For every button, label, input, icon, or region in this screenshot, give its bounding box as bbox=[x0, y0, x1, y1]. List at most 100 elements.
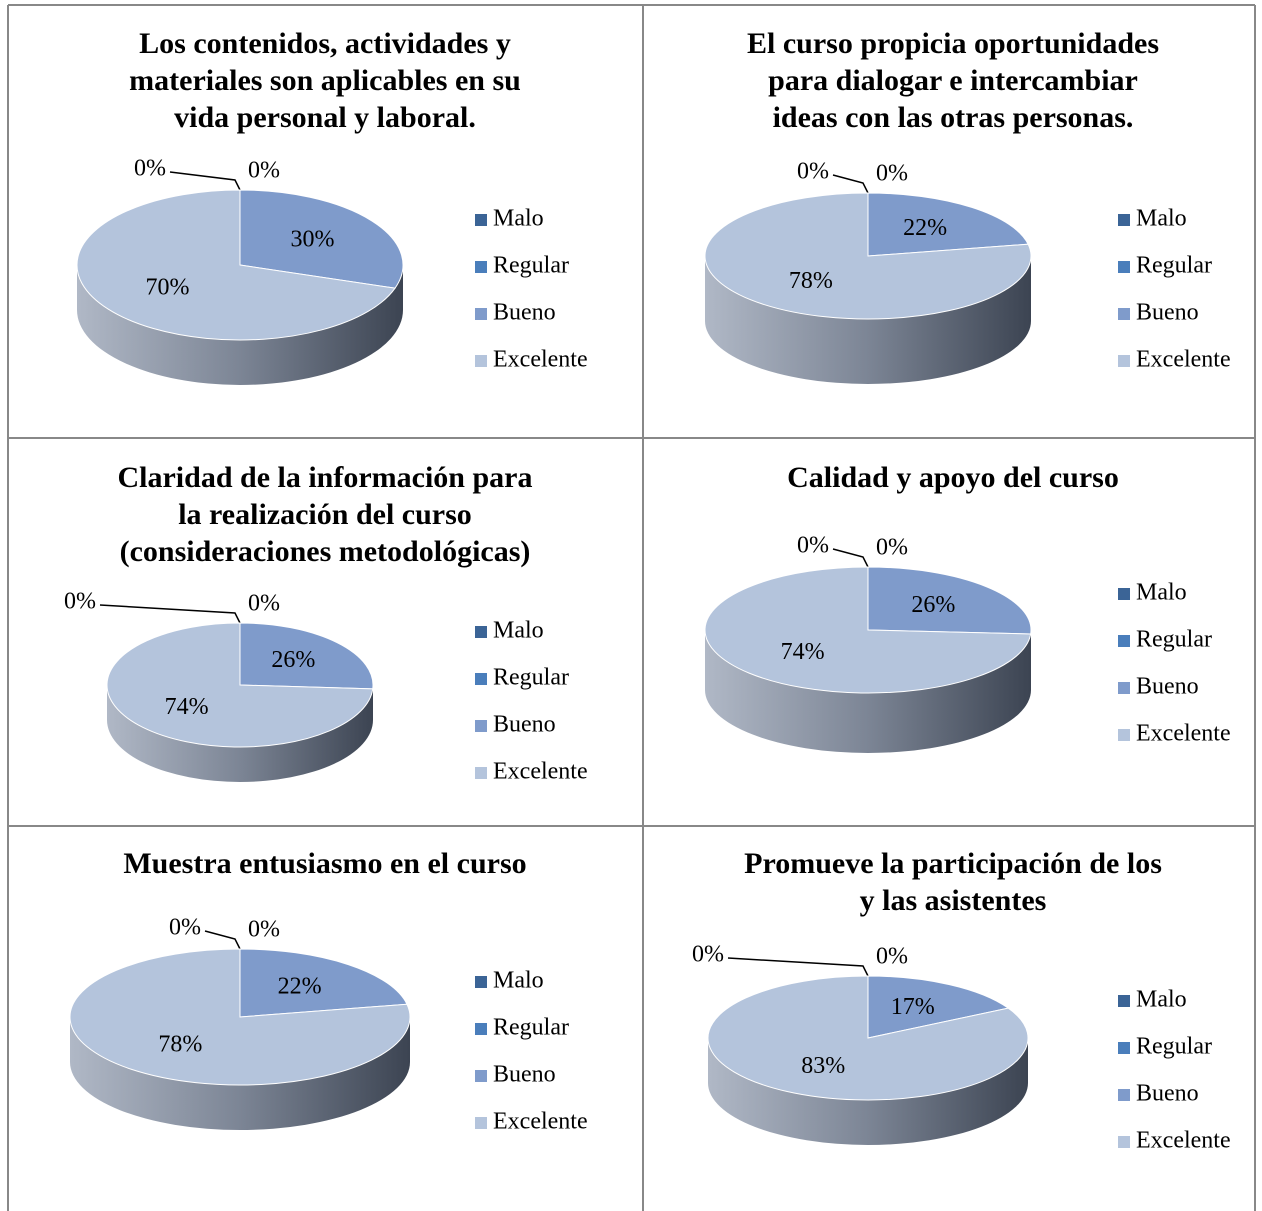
legend-label: Malo bbox=[493, 618, 544, 644]
data-label: 74% bbox=[165, 694, 209, 720]
legend-swatch bbox=[1118, 729, 1130, 741]
pie-slice bbox=[239, 948, 408, 1018]
pie-slice bbox=[704, 566, 1032, 694]
legend-label: Regular bbox=[1136, 627, 1212, 653]
chart-title: vida personal y laboral. bbox=[174, 101, 476, 134]
chart-title: materiales son aplicables en su bbox=[129, 64, 521, 97]
data-label: 0% bbox=[64, 589, 96, 615]
data-label: 0% bbox=[797, 533, 829, 559]
data-label: 0% bbox=[876, 535, 908, 561]
legend-swatch bbox=[1118, 1089, 1130, 1101]
pie-slice bbox=[76, 189, 396, 341]
data-label: 0% bbox=[248, 158, 280, 184]
data-label: 83% bbox=[801, 1053, 845, 1079]
data-label: 0% bbox=[248, 917, 280, 943]
legend-swatch bbox=[1118, 308, 1130, 320]
legend-swatch bbox=[475, 1117, 487, 1129]
data-label: 0% bbox=[876, 161, 908, 187]
data-label: 0% bbox=[134, 156, 166, 182]
data-label: 0% bbox=[876, 944, 908, 970]
legend-label: Malo bbox=[1136, 206, 1187, 232]
legend-swatch bbox=[475, 1023, 487, 1035]
legend-label: Bueno bbox=[493, 300, 556, 326]
chart-title: Calidad y apoyo del curso bbox=[787, 461, 1119, 494]
chart-title: (consideraciones metodológicas) bbox=[120, 535, 531, 568]
data-label: 30% bbox=[291, 226, 335, 252]
pie-side bbox=[708, 1038, 1028, 1145]
legend-swatch bbox=[1118, 635, 1130, 647]
data-label: 17% bbox=[891, 994, 935, 1020]
chart-title: El curso propicia oportunidades bbox=[747, 27, 1159, 60]
chart-title: la realización del curso bbox=[178, 498, 472, 531]
legend-swatch bbox=[475, 673, 487, 685]
legend-swatch bbox=[475, 261, 487, 273]
pie-side bbox=[705, 630, 1031, 753]
legend-swatch bbox=[475, 1070, 487, 1082]
data-label: 22% bbox=[278, 974, 322, 1000]
pie-side bbox=[107, 685, 373, 782]
pie-side bbox=[77, 265, 403, 385]
pie-side bbox=[70, 1017, 410, 1130]
pie-slice bbox=[867, 566, 1032, 635]
pie-slice bbox=[704, 192, 1032, 320]
data-label: 22% bbox=[903, 215, 947, 241]
leader-line bbox=[169, 171, 241, 191]
legend-swatch bbox=[475, 308, 487, 320]
chart-title: ideas con las otras personas. bbox=[773, 101, 1134, 134]
legend-swatch bbox=[1118, 214, 1130, 226]
legend-label: Malo bbox=[1136, 987, 1187, 1013]
data-label: 70% bbox=[145, 275, 189, 301]
legend-label: Bueno bbox=[493, 712, 556, 738]
legend-label: Excelente bbox=[493, 1109, 588, 1135]
legend-swatch bbox=[475, 720, 487, 732]
legend-swatch bbox=[1118, 261, 1130, 273]
pie-slice bbox=[867, 192, 1029, 257]
legend-swatch bbox=[475, 626, 487, 638]
data-label: 0% bbox=[692, 942, 724, 968]
pie-slice bbox=[69, 948, 411, 1086]
pie-slice bbox=[106, 622, 374, 748]
legend-swatch bbox=[475, 976, 487, 988]
pie-slice bbox=[867, 975, 1010, 1039]
legend-swatch bbox=[1118, 682, 1130, 694]
legend-swatch bbox=[475, 355, 487, 367]
data-label: 0% bbox=[169, 915, 201, 941]
chart-title: y las asistentes bbox=[860, 884, 1047, 917]
leader-line bbox=[832, 174, 869, 194]
data-label: 78% bbox=[789, 268, 833, 294]
legend-label: Regular bbox=[493, 665, 569, 691]
chart-title: para dialogar e intercambiar bbox=[768, 64, 1138, 97]
legend-label: Regular bbox=[1136, 253, 1212, 279]
legend-swatch bbox=[475, 767, 487, 779]
legend-label: Excelente bbox=[1136, 1128, 1231, 1154]
data-label: 74% bbox=[781, 639, 825, 665]
legend-label: Bueno bbox=[1136, 674, 1199, 700]
legend-label: Excelente bbox=[493, 759, 588, 785]
legend-label: Regular bbox=[493, 1015, 569, 1041]
legend-label: Regular bbox=[1136, 1034, 1212, 1060]
chart-title: Los contenidos, actividades y bbox=[139, 27, 511, 60]
pie-side bbox=[705, 256, 1031, 384]
leader-line bbox=[727, 957, 869, 977]
legend-swatch bbox=[1118, 995, 1130, 1007]
legend-label: Malo bbox=[493, 206, 544, 232]
data-label: 78% bbox=[158, 1031, 202, 1057]
pie-slice bbox=[239, 189, 404, 289]
legend-label: Excelente bbox=[493, 347, 588, 373]
pie-slice bbox=[707, 975, 1029, 1101]
legend-label: Malo bbox=[493, 968, 544, 994]
leader-line bbox=[99, 604, 241, 624]
chart-title: Claridad de la información para bbox=[117, 461, 532, 494]
legend-label: Bueno bbox=[1136, 300, 1199, 326]
legend-label: Bueno bbox=[1136, 1081, 1199, 1107]
data-label: 0% bbox=[797, 159, 829, 185]
chart-title: Muestra entusiasmo en el curso bbox=[123, 847, 526, 880]
legend-swatch bbox=[475, 214, 487, 226]
legend-label: Bueno bbox=[493, 1062, 556, 1088]
legend-swatch bbox=[1118, 1042, 1130, 1054]
pie-slice bbox=[239, 622, 374, 690]
legend-swatch bbox=[1118, 1136, 1130, 1148]
legend-label: Malo bbox=[1136, 580, 1187, 606]
legend-label: Regular bbox=[493, 253, 569, 279]
